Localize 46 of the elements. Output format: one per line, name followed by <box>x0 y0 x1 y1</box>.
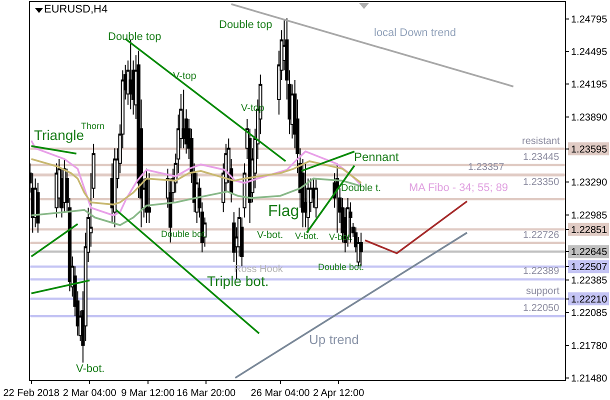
y-tick-label: 1.22507 <box>571 262 608 274</box>
ref-line-label: 1.22389 <box>523 266 560 277</box>
annotation: Flag <box>268 203 300 220</box>
annotation: V-bot. <box>257 230 284 241</box>
y-tick-label: 1.23890 <box>571 112 608 124</box>
annotation: V-bot. <box>295 231 319 241</box>
y-tick-label: 1.22645 <box>571 247 608 258</box>
annotation: Double bot. <box>318 262 364 272</box>
y-tick-label: 1.21480 <box>571 373 608 384</box>
y-tick-label: 1.22385 <box>571 275 608 286</box>
x-tick-label: 22 Feb 2018 <box>3 388 60 399</box>
annotation: Triple bot. <box>207 273 269 289</box>
ref-line-label: 1.23357 <box>468 162 505 173</box>
y-tick-label: 1.24495 <box>571 46 608 58</box>
chart-title: EURUSD,H4 <box>44 4 108 16</box>
annotation: Pennant <box>354 150 400 164</box>
ref-line-label: support <box>526 286 560 297</box>
y-tick-label: 1.21780 <box>571 340 608 352</box>
annotation: local Down trend <box>374 27 456 39</box>
candlestick <box>36 182 40 234</box>
ref-line-label: 1.22726 <box>523 230 560 241</box>
y-tick-label: 1.22985 <box>571 210 608 222</box>
ref-line-label: 1.22050 <box>523 303 560 314</box>
y-tick-label: 1.22085 <box>571 308 608 319</box>
annotation: MA Fibo - 34; 55; 89 <box>409 182 508 194</box>
x-tick-label: 2 Mar 04:00 <box>62 388 117 399</box>
annotation: Double top <box>219 19 272 31</box>
y-tick-label: 1.23290 <box>571 177 608 188</box>
candlestick <box>147 172 152 224</box>
y-tick-label: 1.22851 <box>571 224 608 236</box>
candlestick <box>335 162 340 234</box>
annotation: Double top <box>108 31 162 43</box>
y-tick-label: 1.24795 <box>571 14 608 26</box>
y-tick-label: 1.24195 <box>571 79 608 90</box>
annotation: Up trend <box>309 332 359 347</box>
x-tick-label: 26 Mar 04:00 <box>250 388 310 399</box>
y-tick-label: 1.23595 <box>571 144 608 156</box>
y-tick-label: 1.22210 <box>571 294 608 306</box>
annotation: V-bot. <box>76 363 105 375</box>
ref-line-label: 1.23445 <box>523 152 560 163</box>
x-tick-label: 2 Apr 12:00 <box>312 388 365 399</box>
annotation: Double t. <box>341 183 382 194</box>
x-tick-label: 16 Mar 20:00 <box>176 388 236 399</box>
ref-line-label: 1.23350 <box>523 177 560 188</box>
x-tick-label: 9 Mar 12:00 <box>121 388 175 399</box>
ref-line-label: resistant <box>522 136 560 147</box>
